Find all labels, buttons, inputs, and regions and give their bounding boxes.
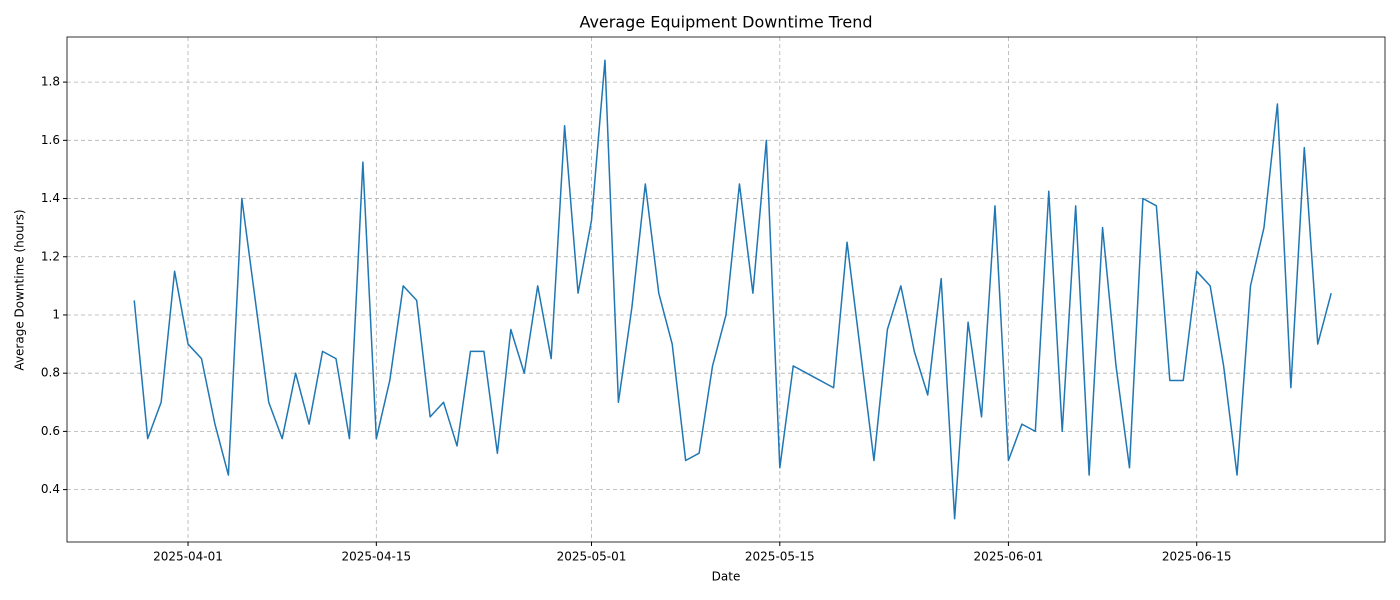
chart-title: Average Equipment Downtime Trend [579,13,872,32]
y-tick-label: 1.4 [41,191,60,205]
x-tick-label: 2025-04-01 [153,550,223,564]
y-tick-label: 0.6 [41,424,60,438]
x-tick-label: 2025-05-01 [557,550,627,564]
y-tick-label: 1.2 [41,249,60,263]
y-tick-label: 0.8 [41,366,60,380]
x-tick-label: 2025-06-01 [974,550,1044,564]
y-tick-label: 1 [52,307,60,321]
y-tick-label: 1.6 [41,133,60,147]
y-tick-label: 1.8 [41,75,60,89]
x-tick-label: 2025-04-15 [341,550,411,564]
x-tick-label: 2025-06-15 [1162,550,1232,564]
y-tick-label: 0.4 [41,482,60,496]
x-tick-label: 2025-05-15 [745,550,815,564]
plot-frame [66,36,1386,543]
y-axis-label: Average Downtime (hours) [13,209,27,370]
data-line [133,59,1332,520]
x-axis-label: Date [712,570,741,584]
